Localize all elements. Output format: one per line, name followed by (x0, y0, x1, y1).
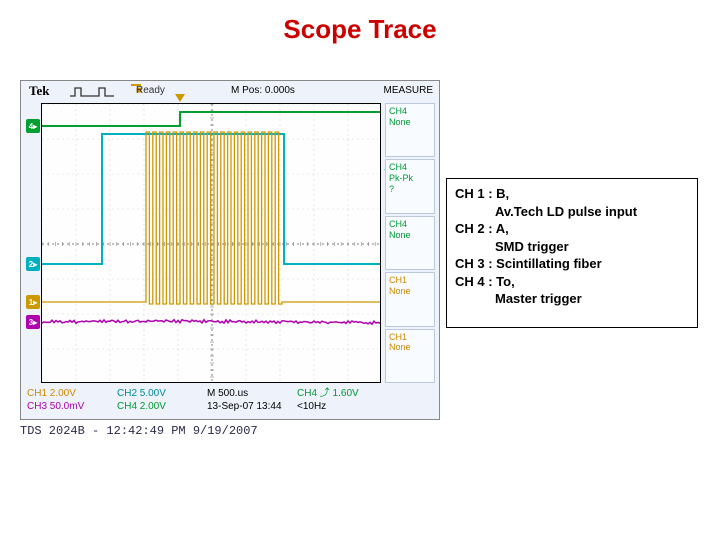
ch-marker-ch4: 4▸ (26, 119, 40, 133)
ch-marker-ch2: 2▸ (26, 257, 40, 271)
scope-topbar: Tek ■ Ready M Pos: 0.000s MEASURE (21, 83, 439, 101)
ready-badge: ■ Ready (131, 84, 141, 86)
scope-traces (42, 104, 380, 382)
scope-brand: Tek (29, 83, 49, 99)
channel-legend: CH 1 : B,Av.Tech LD pulse inputCH 2 : A,… (446, 178, 698, 328)
meas-channel: CH1 (389, 332, 431, 343)
meas-channel: CH4 (389, 106, 431, 117)
measurement-sidepanel: CH4NoneCH4Pk-Pk?CH4NoneCH1NoneCH1None (385, 103, 435, 383)
scope-screenshot: Tek ■ Ready M Pos: 0.000s MEASURE ◀ 4▸2▸… (20, 80, 440, 450)
ch-marker-ch3: 3▸ (26, 315, 40, 329)
legend-line: CH 2 : A, (455, 220, 689, 238)
meas-value: None (389, 286, 431, 297)
ch-marker-ch1: 1▸ (26, 295, 40, 309)
legend-line: CH 3 : Scintillating fiber (455, 255, 689, 273)
bottombar-cell: <10Hz (297, 400, 377, 413)
legend-line: SMD trigger (455, 238, 689, 256)
meas-channel: CH1 (389, 275, 431, 286)
measurement-box: CH4None (385, 216, 435, 270)
legend-line: Av.Tech LD pulse input (455, 203, 689, 221)
capture-caption: TDS 2024B - 12:42:49 PM 9/19/2007 (20, 424, 258, 438)
bottombar-cell: CH3 50.0mV (27, 400, 107, 413)
bottombar-cell: 13-Sep-07 13:44 (207, 400, 287, 413)
meas-value: Pk-Pk? (389, 173, 431, 195)
measurement-box: CH1None (385, 272, 435, 326)
bottombar-cell: CH4 ⤴ 1.60V (297, 387, 377, 400)
bottombar-row: CH1 2.00V CH2 5.00V M 500.us CH4 ⤴ 1.60V (27, 387, 433, 400)
bottombar-cell: CH4 2.00V (117, 400, 197, 413)
measurement-box: CH1None (385, 329, 435, 383)
scope-window: Tek ■ Ready M Pos: 0.000s MEASURE ◀ 4▸2▸… (20, 80, 440, 420)
meas-channel: CH4 (389, 162, 431, 173)
legend-line: Master trigger (455, 290, 689, 308)
bottombar-cell: CH2 5.00V (117, 387, 197, 400)
legend-line: CH 4 : To, (455, 273, 689, 291)
meas-value: None (389, 230, 431, 241)
meas-value: None (389, 342, 431, 353)
bottombar-cell: M 500.us (207, 387, 287, 400)
meas-value: None (389, 117, 431, 128)
scope-bottombar: CH1 2.00VCH2 5.00VM 500.usCH4 ⤴ 1.60VCH3… (27, 387, 433, 417)
trigger-mode-icon (69, 85, 115, 102)
scope-plot: ◀ 4▸2▸1▸3▸ (41, 103, 381, 383)
measurement-box: CH4Pk-Pk? (385, 159, 435, 213)
measure-header: MEASURE (384, 85, 433, 96)
measurement-box: CH4None (385, 103, 435, 157)
meas-channel: CH4 (389, 219, 431, 230)
trigger-marker-icon (175, 94, 185, 104)
bottombar-row: CH3 50.0mV CH4 2.00V 13-Sep-07 13:44 <10Hz (27, 400, 433, 413)
bottombar-cell: CH1 2.00V (27, 387, 107, 400)
page-title: Scope Trace (0, 14, 720, 45)
ready-text: Ready (136, 85, 165, 96)
legend-line: CH 1 : B, (455, 185, 689, 203)
m-position: M Pos: 0.000s (231, 85, 295, 96)
